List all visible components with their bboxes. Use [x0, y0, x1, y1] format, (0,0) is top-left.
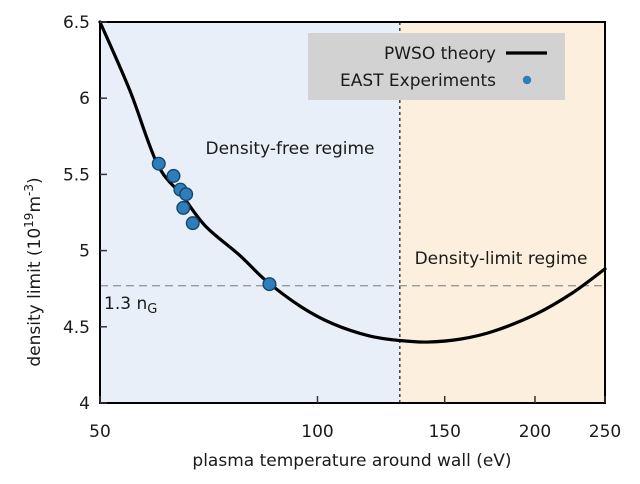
y-tick-label: 4 — [79, 394, 90, 414]
legend: PWSO theory EAST Experiments — [308, 33, 565, 100]
x-tick-label: 100 — [301, 422, 333, 442]
x-axis-title: plasma temperature around wall (eV) — [192, 451, 511, 471]
theory-curve — [98, 20, 607, 344]
y-tick-label: 6 — [79, 89, 90, 109]
x-tick-label: 150 — [428, 422, 460, 442]
x-axis-ticks: 50 100 150 200 250 — [89, 396, 621, 442]
density-limit-regime-label: Density-limit regime — [415, 249, 588, 269]
plot-border — [99, 21, 606, 404]
x-tick-label: 250 — [589, 422, 621, 442]
experiment-data-point — [179, 187, 194, 202]
x-tick-label: 50 — [89, 422, 111, 442]
legend-label-experiments: EAST Experiments — [340, 71, 496, 91]
experiment-data-point — [262, 277, 277, 292]
greenwald-fraction-label: 1.3 nG — [104, 294, 157, 317]
x-tick-label: 200 — [519, 422, 551, 442]
y-tick-label: 6.5 — [63, 13, 90, 33]
y-axis-ticks: 4 4.5 5 5.5 6 6.5 — [63, 13, 107, 414]
y-tick-label: 5 — [79, 242, 90, 262]
legend-dot-sample — [522, 75, 532, 85]
legend-background — [308, 33, 565, 100]
experiment-data-point — [166, 168, 181, 183]
y-axis-title: density limit (1019m-3) — [22, 177, 45, 366]
experiment-data-point — [185, 216, 200, 231]
density-free-regime-label: Density-free regime — [206, 139, 375, 159]
legend-label-theory: PWSO theory — [384, 44, 496, 64]
experiment-points — [151, 156, 277, 292]
reference-lines — [100, 22, 605, 403]
y-tick-label: 5.5 — [63, 165, 90, 185]
y-tick-label: 4.5 — [63, 318, 90, 338]
experiment-data-point — [151, 156, 166, 171]
experiment-data-point — [176, 200, 191, 215]
